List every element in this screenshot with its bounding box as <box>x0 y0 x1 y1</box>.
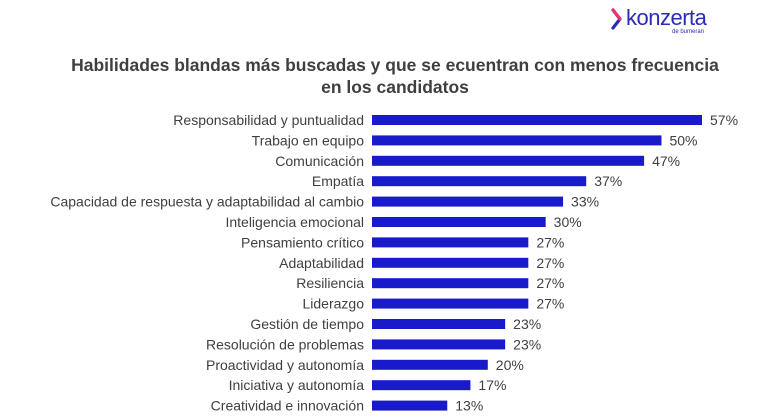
bar <box>372 380 471 391</box>
bar <box>372 217 546 227</box>
bar <box>372 115 702 125</box>
value-label: 23% <box>513 316 541 332</box>
category-label: Responsabilidad y puntualidad <box>173 112 364 128</box>
konzerta-logo-icon <box>611 8 622 30</box>
bar <box>372 298 529 309</box>
value-label: 17% <box>478 377 506 393</box>
value-label: 27% <box>536 255 564 271</box>
category-label: Iniciativa y autonomía <box>229 377 365 393</box>
bar <box>372 176 587 187</box>
category-label: Liderazgo <box>303 296 365 312</box>
category-label: Proactividad y autonomía <box>206 357 364 373</box>
value-label: 50% <box>669 132 697 148</box>
category-label: Resolución de problemas <box>206 336 364 352</box>
value-label: 27% <box>536 296 564 312</box>
value-label: 13% <box>455 398 483 414</box>
category-label: Trabajo en equipo <box>252 132 365 148</box>
value-label: 37% <box>594 173 622 189</box>
category-label: Resiliencia <box>296 275 364 291</box>
bar <box>372 400 448 411</box>
chart-title: Habilidades blandas más buscadas y que s… <box>71 55 719 97</box>
bar <box>372 278 529 289</box>
bar <box>372 155 645 166</box>
bar <box>372 237 529 248</box>
value-label: 20% <box>496 357 524 373</box>
bar <box>372 359 488 370</box>
category-label: Capacidad de respuesta y adaptabilidad a… <box>50 194 364 210</box>
value-label: 27% <box>536 234 564 250</box>
category-label: Creatividad e innovación <box>211 398 364 414</box>
value-label: 27% <box>536 275 564 291</box>
value-label: 33% <box>571 194 599 210</box>
category-label: Pensamiento crítico <box>241 234 364 250</box>
category-label: Inteligencia emocional <box>225 214 364 230</box>
value-label: 47% <box>652 153 680 169</box>
category-label: Comunicación <box>275 153 364 169</box>
category-label: Empatía <box>312 173 364 189</box>
value-label: 23% <box>513 336 541 352</box>
bar <box>372 257 529 268</box>
value-label: 57% <box>710 112 738 128</box>
value-label: 30% <box>554 214 582 230</box>
bar <box>372 339 506 350</box>
bar <box>372 135 662 146</box>
category-label: Gestión de tiempo <box>250 316 364 332</box>
bar <box>372 196 564 207</box>
konzerta-logo: konzerta de bumeran <box>610 6 720 36</box>
brand-tagline: de bumeran <box>672 29 705 35</box>
category-label: Adaptabilidad <box>279 255 364 271</box>
bar <box>372 319 506 329</box>
brand-name: konzerta <box>626 5 707 30</box>
